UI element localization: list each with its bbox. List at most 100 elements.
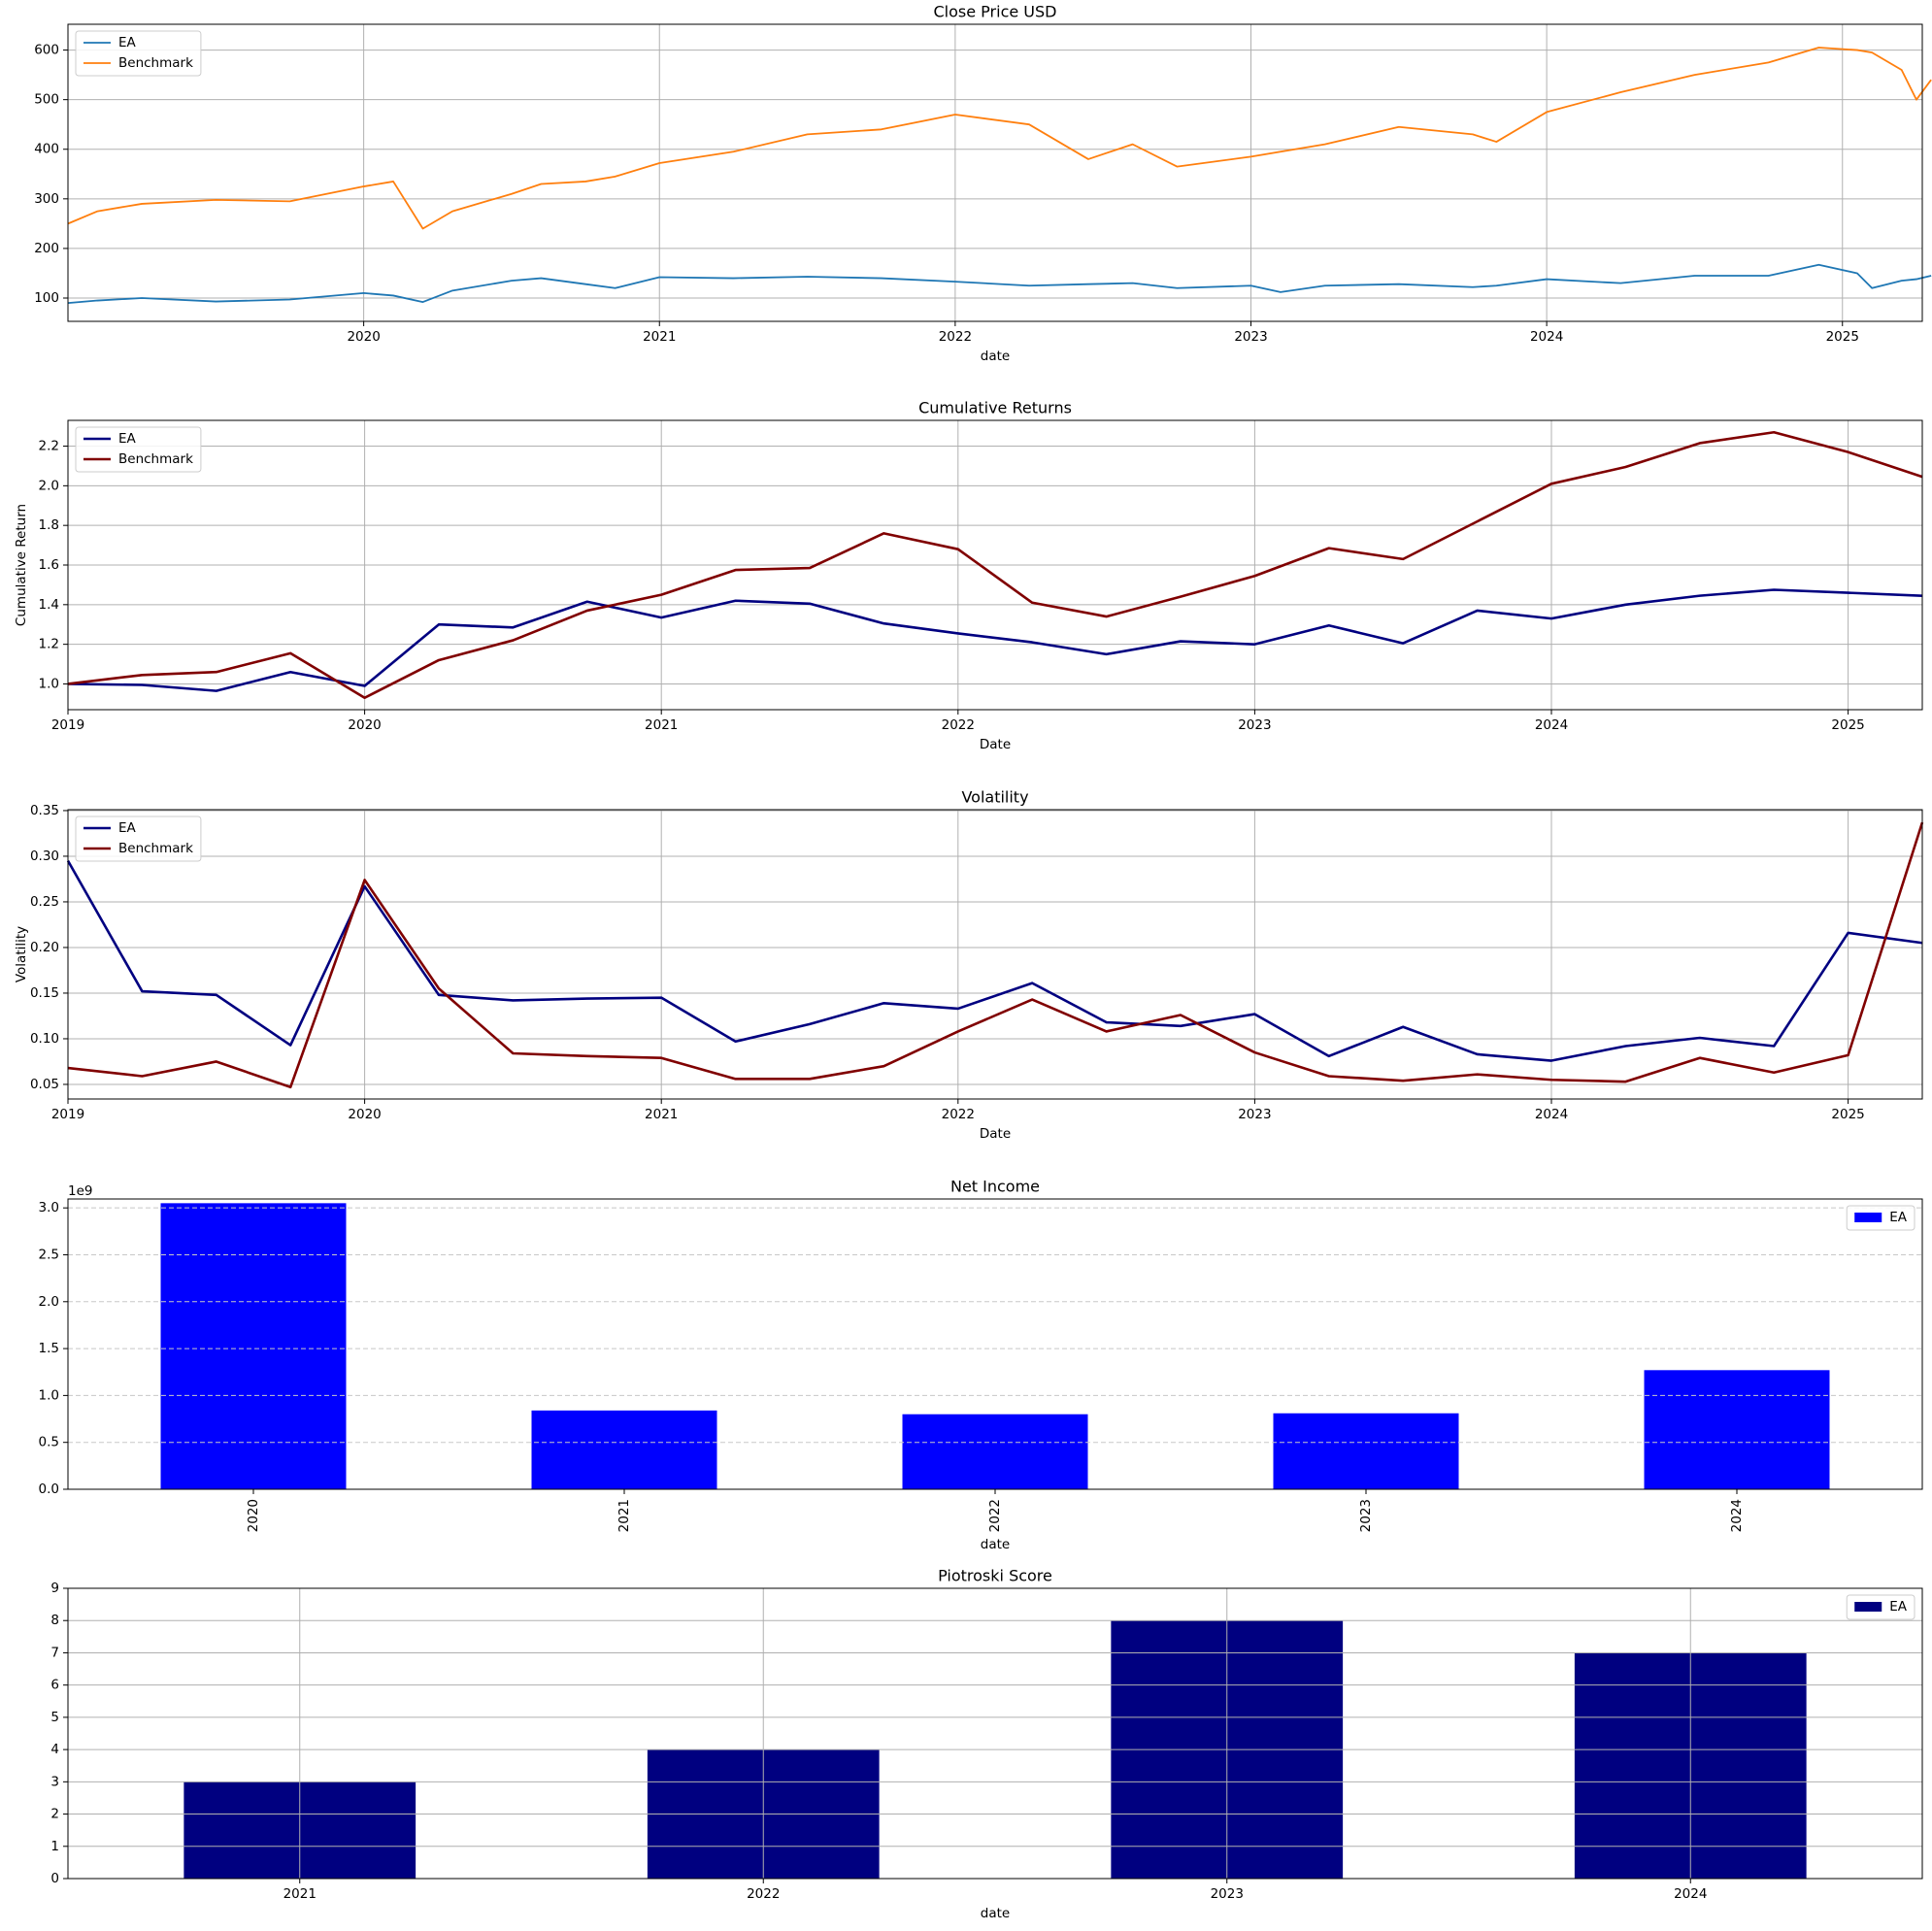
chart-title: Piotroski Score (938, 1567, 1052, 1585)
chart-panel: Close Price USD 100 200 300 400 500 600 date 202… (34, 3, 1932, 364)
x-tick-label: 2025 (1826, 329, 1859, 345)
x-axis-label: date (981, 1537, 1010, 1552)
legend-label: EA (118, 820, 137, 836)
y-tick-label: 600 (34, 43, 59, 58)
plot-frame (67, 1587, 1923, 1880)
x-tick-label: 2022 (942, 717, 975, 733)
y-tick-label: 0 (50, 1871, 59, 1886)
y-tick-label: 2 (50, 1807, 59, 1822)
y-tick-label: 0.10 (30, 1031, 59, 1047)
x-tick-label: 2019 (51, 1107, 84, 1122)
legend: EA (1846, 1594, 1915, 1620)
x-tick-label: 2021 (645, 717, 678, 733)
y-tick-label: 2.5 (39, 1247, 59, 1262)
y-tick-label: 3 (50, 1774, 59, 1789)
y-tick-label: 6 (50, 1678, 59, 1693)
y-tick-label: 3.0 (39, 1200, 59, 1215)
x-tick-label: 2025 (1831, 1107, 1864, 1122)
y-tick-label: 0.0 (39, 1482, 59, 1497)
legend-label: Benchmark (118, 55, 193, 71)
y-offset-label: 1e9 (68, 1183, 92, 1199)
y-tick-label: 0.25 (30, 894, 59, 910)
y-tick-label: 1.4 (39, 597, 59, 613)
chart-title: Cumulative Returns (918, 399, 1072, 417)
line-series (67, 47, 1932, 230)
y-tick-label: 1.0 (39, 1387, 59, 1403)
x-axis-label: date (981, 349, 1010, 364)
plot-frame (67, 809, 1923, 1100)
bar (1644, 1370, 1830, 1489)
legend-swatch (1854, 1602, 1882, 1612)
y-axis-label: Volatility (14, 926, 29, 982)
line-series (67, 263, 1932, 304)
y-tick-label: 500 (34, 92, 59, 108)
chart-panel: Piotroski Score 0 1 2 3 4 5 6 7 8 9 date 2021 2022 202… (50, 1567, 1923, 1921)
chart-panel: Net Income 0.0 0.5 1.0 1.5 2.0 2.5 3.0 1e9 date 20… (39, 1178, 1923, 1552)
legend: EA Benchmark (75, 816, 202, 862)
x-tick-label: 2025 (1831, 717, 1864, 733)
y-tick-label: 1.5 (39, 1341, 59, 1356)
x-tick-label: 2022 (939, 329, 972, 345)
legend: EA Benchmark (75, 30, 202, 77)
line-series (67, 588, 1923, 692)
chart-panel: Volatility 0.05 0.10 0.15 0.20 0.25 0.30 0.35 Vo… (14, 788, 1924, 1142)
y-axis-label: Cumulative Return (14, 504, 29, 626)
x-tick-label: 2021 (616, 1499, 632, 1532)
x-tick-label: 2021 (645, 1107, 678, 1122)
y-tick-label: 7 (50, 1645, 59, 1660)
x-tick-label: 2024 (1729, 1499, 1745, 1532)
x-tick-label: 2023 (1238, 1107, 1271, 1122)
x-tick-label: 2020 (348, 1107, 381, 1122)
y-tick-label: 0.35 (30, 803, 59, 818)
legend: EA (1846, 1205, 1915, 1231)
plot-frame (67, 23, 1923, 322)
y-tick-label: 0.05 (30, 1077, 59, 1092)
x-tick-label: 2024 (1674, 1886, 1707, 1902)
bar (1273, 1413, 1459, 1489)
bars (160, 1203, 1830, 1489)
bar (902, 1414, 1088, 1489)
y-tick-label: 200 (34, 241, 59, 256)
y-tick-label: 1.0 (39, 676, 59, 691)
x-tick-label: 2022 (747, 1886, 780, 1902)
legend-label: EA (1889, 1210, 1908, 1225)
line-series (67, 430, 1923, 700)
x-tick-label: 2024 (1535, 717, 1568, 733)
legend: EA Benchmark (75, 426, 202, 473)
y-tick-label: 400 (34, 142, 59, 157)
x-tick-label: 2024 (1530, 329, 1563, 345)
y-tick-label: 1.2 (39, 637, 59, 652)
x-tick-label: 2023 (1238, 717, 1271, 733)
y-tick-label: 4 (50, 1742, 59, 1757)
legend-label: EA (118, 35, 137, 50)
line-series (67, 821, 1924, 1089)
x-tick-label: 2020 (348, 717, 381, 733)
bar (160, 1203, 347, 1489)
y-tick-label: 100 (34, 290, 59, 306)
legend-swatch (1854, 1213, 1882, 1222)
x-tick-label: 2020 (347, 329, 380, 345)
y-tick-label: 1 (50, 1839, 59, 1854)
y-tick-label: 0.5 (39, 1435, 59, 1450)
x-tick-label: 2022 (942, 1107, 975, 1122)
y-tick-label: 1.6 (39, 557, 59, 573)
bar (531, 1410, 717, 1489)
legend-label: Benchmark (118, 451, 193, 467)
y-tick-label: 2.0 (39, 1294, 59, 1310)
y-tick-label: 5 (50, 1710, 59, 1725)
y-tick-label: 9 (50, 1581, 59, 1596)
legend-label: EA (118, 431, 137, 447)
x-tick-label: 2021 (283, 1886, 316, 1902)
y-tick-label: 0.15 (30, 985, 59, 1001)
y-tick-label: 2.2 (39, 439, 59, 454)
y-tick-label: 1.8 (39, 517, 59, 533)
line-series (66, 859, 1923, 1062)
x-tick-label: 2019 (51, 717, 84, 733)
x-tick-label: 2022 (987, 1499, 1003, 1532)
chart-title: Volatility (961, 788, 1028, 807)
y-tick-label: 0.30 (30, 849, 59, 864)
x-tick-label: 2023 (1358, 1499, 1374, 1532)
y-tick-label: 0.20 (30, 940, 59, 955)
chart-title: Close Price USD (934, 3, 1057, 21)
